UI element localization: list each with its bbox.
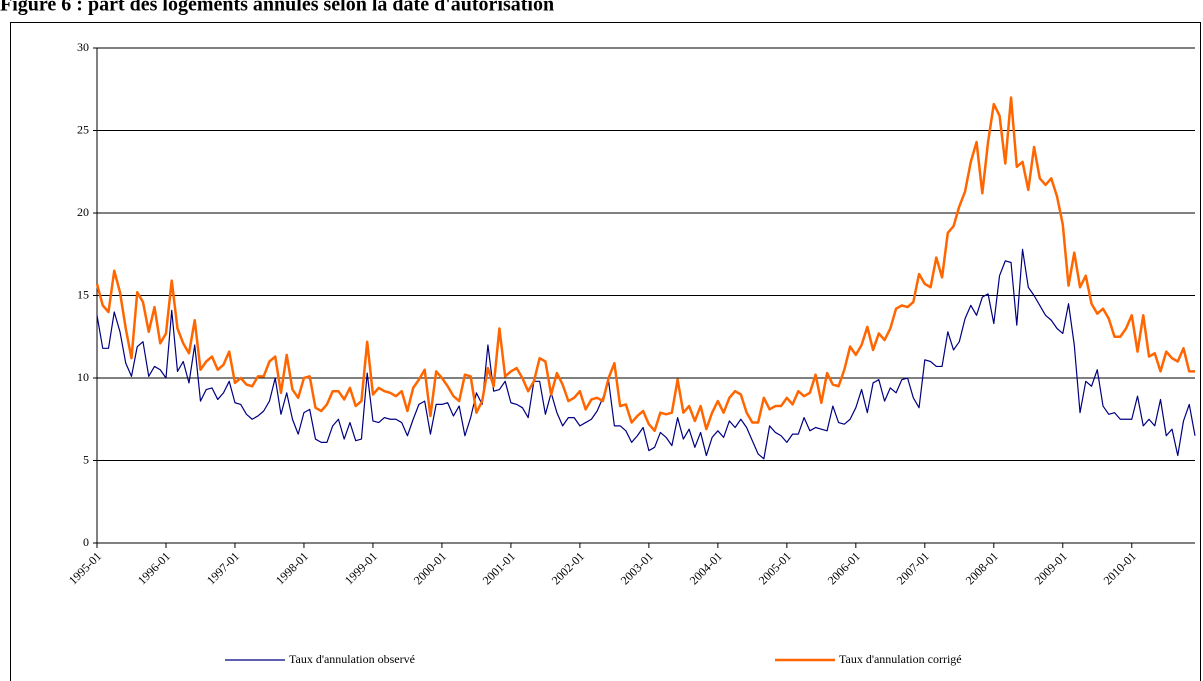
y-tick-label: 5 <box>83 452 89 466</box>
x-tick-label: 1995-01 <box>66 549 104 587</box>
y-tick-label: 10 <box>77 370 89 384</box>
x-tick-label: 2004-01 <box>687 549 725 587</box>
x-tick-label: 2009-01 <box>1032 549 1070 587</box>
x-tick-label: 2002-01 <box>549 549 587 587</box>
chart-frame <box>10 22 1201 681</box>
series-line <box>95 96 1195 433</box>
y-tick-label: 15 <box>77 287 89 301</box>
y-tick-label: 25 <box>77 122 89 136</box>
y-tick-label: 30 <box>77 40 89 54</box>
legend-label: Taux d'annulation corrigé <box>839 652 962 666</box>
chart-title: Figure 6 : part des logements annulés se… <box>0 0 554 16</box>
y-tick-label: 20 <box>77 205 89 219</box>
x-tick-label: 2010-01 <box>1101 549 1139 587</box>
x-tick-label: 1997-01 <box>204 549 242 587</box>
x-tick-label: 1998-01 <box>273 549 311 587</box>
x-tick-label: 1999-01 <box>342 549 380 587</box>
x-tick-label: 2003-01 <box>618 549 656 587</box>
x-tick-label: 2001-01 <box>480 549 518 587</box>
x-tick-label: 2008-01 <box>963 549 1001 587</box>
series-line <box>96 248 1196 460</box>
x-tick-label: 2005-01 <box>756 549 794 587</box>
x-tick-label: 2006-01 <box>825 549 863 587</box>
x-tick-label: 2000-01 <box>411 549 449 587</box>
x-tick-label: 1996-01 <box>135 549 173 587</box>
y-tick-label: 0 <box>83 535 89 549</box>
x-tick-label: 2007-01 <box>894 549 932 587</box>
legend-label: Taux d'annulation observé <box>289 652 415 666</box>
